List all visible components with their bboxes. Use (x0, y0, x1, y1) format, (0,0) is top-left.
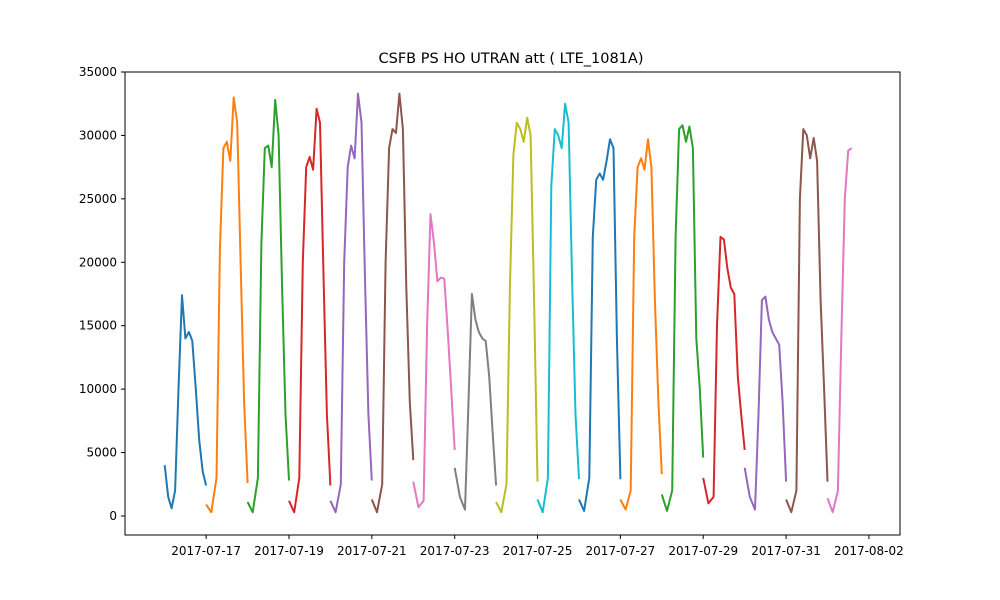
x-tick-label: 2017-07-25 (503, 544, 573, 558)
series-line-9 (495, 116, 539, 514)
series-line-10 (536, 102, 580, 514)
x-tick-label: 2017-07-17 (171, 544, 241, 558)
series-line-6 (370, 92, 415, 514)
chart-title: CSFB PS HO UTRAN att ( LTE_1081A) (378, 51, 643, 67)
series-line-4 (288, 107, 332, 514)
series-line-14 (702, 235, 746, 505)
series-line-17 (826, 147, 853, 514)
series-layer (163, 92, 853, 514)
y-axis: 0 5000 10000 15000 20000 25000 30000 35000 (79, 65, 125, 523)
series-line-3 (246, 98, 290, 514)
y-tick-label: 10000 (79, 382, 117, 396)
y-tick-label: 5000 (86, 446, 117, 460)
x-tick-label: 2017-07-23 (420, 544, 490, 558)
x-tick-label: 2017-07-29 (668, 544, 738, 558)
series-line-1 (163, 294, 208, 510)
x-tick-label: 2017-07-31 (751, 544, 821, 558)
y-tick-label: 0 (109, 509, 117, 523)
series-line-13 (660, 124, 705, 512)
y-tick-label: 35000 (79, 65, 117, 79)
y-tick-label: 15000 (79, 319, 117, 333)
y-tick-label: 30000 (79, 128, 117, 142)
series-line-2 (205, 96, 249, 514)
x-tick-label: 2017-07-19 (254, 544, 324, 558)
series-line-12 (619, 138, 663, 511)
x-tick-label: 2017-07-21 (337, 544, 407, 558)
y-tick-label: 20000 (79, 255, 117, 269)
plot-frame (124, 71, 901, 536)
series-line-15 (743, 295, 788, 511)
x-tick-label: 2017-08-02 (834, 544, 904, 558)
series-line-11 (578, 138, 622, 512)
series-line-5 (329, 92, 373, 514)
y-tick-label: 25000 (79, 192, 117, 206)
x-axis: 2017-07-17 2017-07-19 2017-07-21 2017-07-23… (171, 535, 904, 558)
series-line-8 (453, 293, 498, 511)
series-line-7 (412, 213, 456, 509)
series-line-16 (785, 128, 829, 514)
x-tick-label: 2017-07-27 (586, 544, 656, 558)
